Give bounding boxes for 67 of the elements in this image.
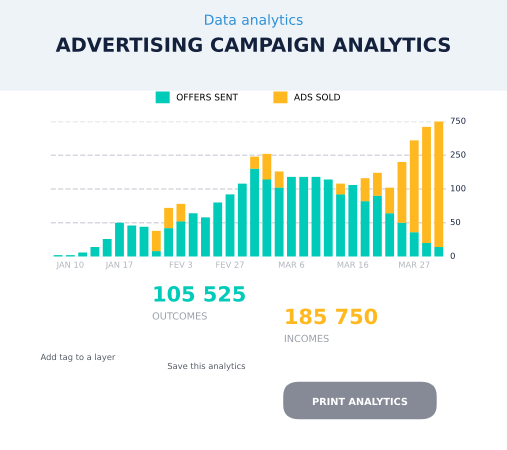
bar: [434, 122, 444, 248]
bar: [250, 156, 259, 169]
bar: [176, 204, 186, 222]
bar: [372, 196, 382, 256]
bar: [188, 213, 198, 256]
bar: [312, 176, 320, 256]
bar: [336, 194, 345, 256]
bar: [226, 194, 234, 256]
x-tick-label: MAR 27: [399, 262, 430, 268]
bar: [238, 184, 247, 256]
bar: [398, 162, 406, 223]
legend-label: ADS SOLD: [294, 94, 340, 100]
text: PRINT ANALYTICS: [312, 398, 408, 406]
x-tick-label: MAR 6: [278, 262, 304, 268]
bar: [274, 171, 284, 188]
bar: [250, 168, 259, 256]
bar: [102, 238, 112, 256]
bar: [262, 154, 272, 180]
bar: [410, 140, 419, 232]
x-tick-label: JAN 10: [56, 262, 84, 270]
bar: [115, 222, 124, 256]
bar: [360, 178, 370, 202]
bar: [324, 180, 333, 256]
bar: [434, 247, 444, 256]
text: 750: [450, 118, 466, 124]
text: Save this analytics: [168, 362, 246, 371]
bar: [127, 225, 136, 256]
bar: [201, 217, 210, 256]
text: 185 750: [286, 308, 378, 324]
x-tick-label: JAN 17: [105, 262, 133, 270]
text: 0: [450, 252, 455, 259]
bar: [274, 188, 284, 256]
text: 50: [450, 218, 460, 226]
bar: [299, 176, 308, 256]
bar: [286, 176, 296, 256]
bar: [348, 184, 358, 256]
text: Add tag to a layer: [40, 354, 116, 362]
bar: [164, 228, 174, 256]
text: 250: [450, 151, 466, 158]
bar: [398, 222, 406, 256]
bar: [410, 232, 419, 256]
bar: [360, 201, 370, 256]
bar: [176, 221, 186, 256]
bar: [262, 180, 272, 256]
text: 105 525: [154, 286, 245, 302]
legend-label: OFFERS SENT: [176, 94, 238, 100]
bar: [385, 188, 394, 214]
bar: [213, 202, 222, 256]
bar: [422, 243, 431, 256]
chart-subtitle: Data analytics: [205, 14, 303, 28]
x-tick-label: FEV 3: [170, 262, 192, 268]
bar: [385, 213, 394, 256]
x-tick-label: FEV 27: [216, 262, 244, 268]
text: INCOMES: [284, 334, 329, 342]
text: OUTCOMES: [152, 312, 207, 320]
text: 100: [451, 185, 466, 192]
bar: [336, 184, 345, 194]
x-tick-label: MAR 16: [338, 262, 368, 268]
bar: [90, 247, 100, 256]
bar: [372, 172, 382, 196]
bar: [164, 208, 174, 228]
bar: [152, 230, 161, 252]
chart-title: ADVERTISING CAMPAIGN ANALYTICS: [56, 37, 450, 52]
bar: [140, 226, 148, 256]
bar: [422, 126, 431, 243]
bar: [152, 251, 161, 256]
bar: [78, 252, 88, 256]
